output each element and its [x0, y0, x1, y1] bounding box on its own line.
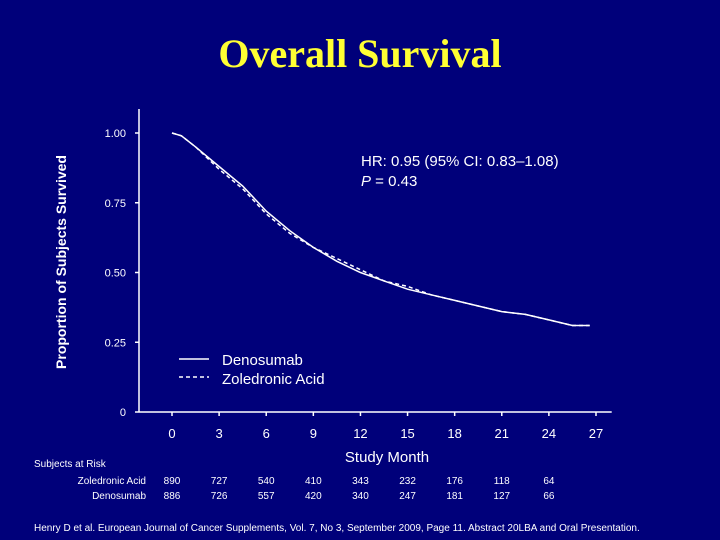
- y-axis-label: Proportion of Subjects Survived: [53, 155, 69, 369]
- at-risk-value: 890: [164, 476, 181, 487]
- p-value: = 0.43: [371, 173, 417, 190]
- x-tick-label: 12: [353, 426, 367, 441]
- at-risk-value: 66: [543, 491, 555, 502]
- legend-label-denosumab: Denosumab: [222, 352, 303, 369]
- at-risk-row-label: Denosumab: [92, 491, 146, 502]
- at-risk-value: 343: [352, 476, 369, 487]
- x-tick-label: 9: [310, 426, 317, 441]
- y-tick-label: 0.50: [105, 268, 126, 280]
- p-label: P: [361, 173, 371, 190]
- x-axis-label: Study Month: [345, 449, 429, 466]
- at-risk-title: Subjects at Risk: [34, 459, 107, 470]
- at-risk-rows: Zoledronic Acid 890 727 540 410 343 232 176 118 6…: [78, 476, 555, 502]
- x-tick-label: 24: [542, 426, 556, 441]
- hr-annotation: HR: 0.95 (95% CI: 0.83–1.08): [361, 153, 559, 170]
- at-risk-value: 176: [446, 476, 463, 487]
- series-line-denosumab: [171, 132, 590, 327]
- at-risk-row-label: Zoledronic Acid: [78, 476, 146, 487]
- at-risk-value: 420: [305, 491, 322, 502]
- x-tick-label: 27: [589, 426, 603, 441]
- at-risk-value: 118: [494, 476, 510, 487]
- at-risk-value: 557: [258, 491, 275, 502]
- x-tick-label: 0: [168, 426, 175, 441]
- x-tick-label: 21: [495, 426, 509, 441]
- series-layer: [171, 132, 590, 327]
- at-risk-value: 410: [305, 476, 322, 487]
- y-tick-label: 0.75: [105, 198, 126, 210]
- y-tick-label: 0: [120, 407, 126, 419]
- at-risk-value: 232: [399, 476, 416, 487]
- at-risk-value: 340: [352, 491, 369, 502]
- at-risk-value: 540: [258, 476, 275, 487]
- x-tick-label: 18: [447, 426, 461, 441]
- p-annotation: P = 0.43: [361, 173, 417, 190]
- at-risk-table: Subjects at Risk Zoledronic Acid 890 727 54…: [34, 459, 555, 502]
- x-tick-label: 15: [400, 426, 414, 441]
- x-tick-label: 3: [215, 426, 222, 441]
- legend-label-zoledronic-acid: Zoledronic Acid: [222, 371, 325, 388]
- at-risk-value: 726: [211, 491, 228, 502]
- at-risk-value: 127: [493, 491, 510, 502]
- at-risk-value: 181: [446, 491, 463, 502]
- y-tick-label: 1.00: [105, 128, 126, 140]
- axes: 0 0.25 0.50 0.75 1.00 0 3 6 9 12 15 18 21 24 27: [105, 109, 612, 441]
- at-risk-value: 64: [543, 476, 555, 487]
- at-risk-value: 886: [164, 491, 181, 502]
- at-risk-value: 727: [211, 476, 228, 487]
- y-tick-label: 0.25: [105, 337, 126, 349]
- series-line-zoledronic-acid: [171, 132, 590, 327]
- x-tick-label: 6: [263, 426, 270, 441]
- citation: Henry D et al. European Journal of Cance…: [34, 523, 640, 534]
- slide-title: Overall Survival: [218, 31, 502, 76]
- at-risk-value: 247: [399, 491, 416, 502]
- legend: Denosumab Zoledronic Acid: [179, 352, 325, 388]
